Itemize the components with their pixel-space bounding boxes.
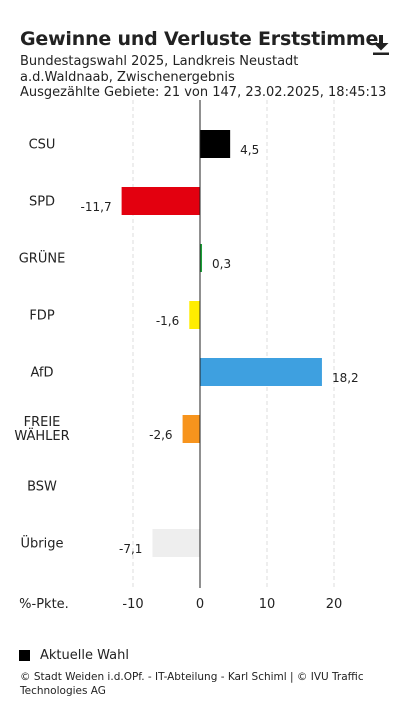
- x-tick-label: 20: [326, 597, 343, 612]
- bar: [182, 415, 200, 443]
- category-label: FDP: [29, 309, 54, 324]
- category-label: CSU: [29, 138, 56, 153]
- legend-label: Aktuelle Wahl: [40, 648, 129, 663]
- category-label: Übrige: [21, 535, 64, 552]
- bar: [200, 130, 231, 158]
- bar: [152, 529, 200, 557]
- data-label: 0,3: [212, 257, 231, 271]
- category-label: AfD: [30, 366, 53, 381]
- bar: [200, 244, 203, 272]
- chart-title: Gewinne und Verluste Erststimme: [20, 28, 379, 50]
- data-label: -7,1: [119, 542, 142, 556]
- data-label: 4,5: [240, 143, 259, 157]
- counted-areas-info: Ausgezählte Gebiete: 21 von 147, 23.02.2…: [20, 85, 387, 100]
- data-label: -1,6: [156, 314, 179, 328]
- category-label: BSW: [27, 480, 57, 495]
- bar: [200, 358, 322, 386]
- legend-swatch: [19, 650, 30, 661]
- category-label: SPD: [29, 195, 55, 210]
- chart-subtitle: Bundestagswahl 2025, Landkreis Neustadt …: [20, 54, 299, 85]
- category-label: GRÜNE: [19, 250, 66, 267]
- bar: [121, 187, 200, 215]
- axis-unit-label: %-Pkte.: [19, 597, 69, 612]
- x-tick-label: -10: [122, 597, 143, 612]
- bar: [189, 301, 200, 329]
- data-label: -11,7: [81, 200, 112, 214]
- category-label: FREIE WÄHLER: [14, 415, 69, 444]
- data-label: 18,2: [332, 371, 359, 385]
- chart-legend: Aktuelle Wahl: [19, 648, 129, 663]
- data-label: -2,6: [149, 428, 172, 442]
- gains-losses-bar-chart: CSU 4,5 SPD -11,7 GRÜNE 0,3 FDP -1,6 AfD 18,2 FREI…: [14, 100, 359, 612]
- x-tick-label: 10: [259, 597, 276, 612]
- x-tick-label: 0: [196, 597, 204, 612]
- copyright-footer: © Stadt Weiden i.d.OPf. - IT-Abteilung -…: [20, 671, 364, 697]
- download-button[interactable]: [370, 32, 392, 56]
- download-icon: [373, 35, 389, 55]
